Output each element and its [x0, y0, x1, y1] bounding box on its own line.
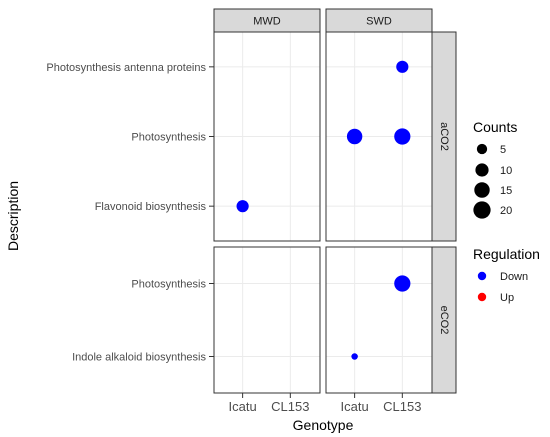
legend-size-key	[474, 182, 490, 198]
y-tick-label: Photosynthesis antenna proteins	[46, 62, 206, 74]
strip-row-label: eCO2	[438, 306, 450, 335]
x-axis: Icatu CL153 Icatu CL153	[229, 393, 421, 414]
data-point	[236, 200, 249, 213]
x-tick-label: Icatu	[229, 399, 257, 414]
legend-color-title: Regulation	[473, 246, 540, 262]
panel-MWD-eCO2	[213, 246, 321, 394]
legend-color-label: Up	[500, 292, 514, 304]
panel-border	[213, 246, 321, 394]
legend-size-label: 20	[500, 205, 512, 217]
x-axis-title: Genotype	[293, 417, 354, 433]
panels	[213, 31, 433, 394]
strip-col-label: SWD	[366, 16, 392, 28]
x-tick-label: CL153	[271, 399, 309, 414]
data-point	[394, 275, 411, 292]
legend-color-key	[477, 292, 487, 302]
strip-col-bg	[213, 8, 321, 33]
x-tick-label: CL153	[383, 399, 421, 414]
y-tick-label: Photosynthesis	[131, 132, 206, 144]
data-points	[236, 60, 411, 360]
y-tick-label: Photosynthesis	[131, 279, 206, 291]
legend-size-key	[475, 163, 489, 177]
panel-SWD-eCO2	[325, 246, 433, 394]
facet-strips: MWD SWD aCO2 eCO2	[213, 8, 457, 394]
legend-size-key	[476, 143, 488, 155]
y-axis: Flavonoid biosynthesis Photosynthesis Phot…	[46, 62, 214, 364]
legend-size-label: 5	[500, 144, 506, 156]
legend-size-label: 15	[500, 185, 512, 197]
legend: Counts Regulation 5 10 15 20 Down Up	[473, 119, 540, 304]
data-point	[346, 128, 363, 145]
legend-size-title: Counts	[473, 119, 517, 135]
x-tick-label: Icatu	[341, 399, 369, 414]
strip-row-label: aCO2	[438, 122, 450, 151]
y-tick-label: Indole alkaloid biosynthesis	[72, 352, 206, 364]
legend-color-label: Down	[500, 271, 528, 283]
y-tick-label: Flavonoid biosynthesis	[95, 201, 207, 213]
data-point	[351, 353, 358, 360]
legend-color-key	[477, 271, 487, 281]
legend-size-label: 10	[500, 165, 512, 177]
y-axis-title: Description	[5, 181, 21, 251]
strip-col-bg	[325, 8, 433, 33]
strip-row-bg	[431, 246, 457, 394]
data-point	[394, 128, 411, 145]
data-point	[396, 60, 409, 73]
strip-row-bg	[431, 31, 457, 242]
legend-size-key	[473, 201, 491, 219]
strip-col-label: MWD	[253, 16, 281, 28]
